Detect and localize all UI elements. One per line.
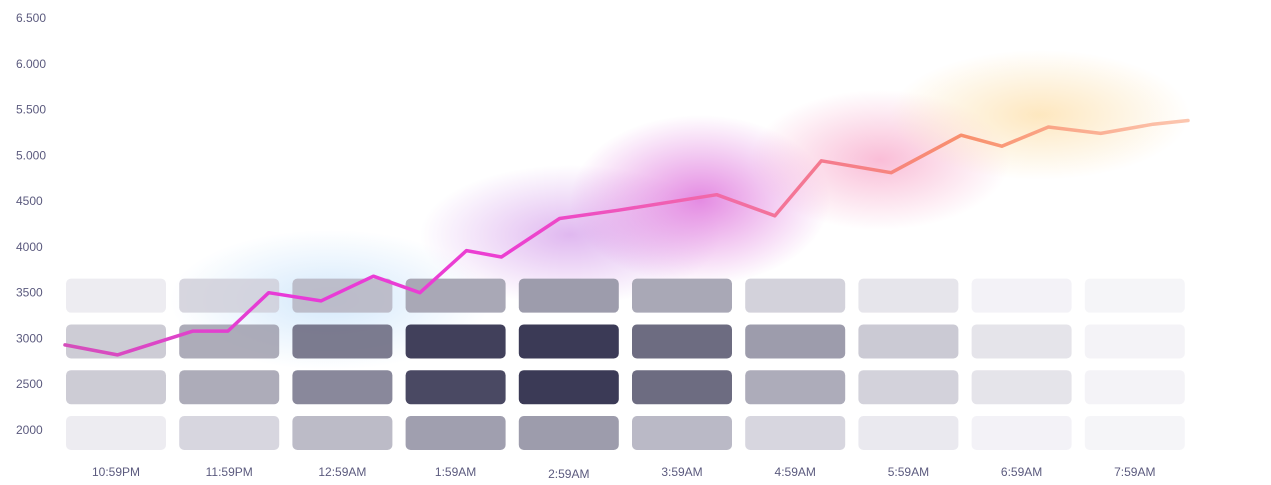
y-tick-label: 6.500: [16, 11, 46, 25]
heatmap-cell: [971, 370, 1072, 405]
x-tick-label: 2:59AM: [548, 467, 589, 481]
y-tick-label: 6.000: [16, 57, 46, 71]
heatmap-cell: [292, 324, 393, 359]
heatmap-cell: [971, 324, 1072, 359]
heatmap-cell: [858, 278, 959, 313]
heatmap-cell: [179, 324, 280, 359]
y-tick-label: 3500: [16, 286, 43, 300]
heatmap-cell: [518, 370, 619, 405]
x-tick-label: 3:59AM: [661, 465, 702, 479]
x-tick-label: 7:59AM: [1114, 465, 1155, 479]
heatmap-cell: [971, 416, 1072, 450]
heatmap-cell: [405, 324, 506, 359]
heatmap-cell: [632, 370, 732, 405]
heatmap-cell: [1084, 370, 1185, 405]
heatmap-cell: [292, 370, 393, 405]
heatmap-cells: [66, 278, 1185, 450]
heatmap-cell: [405, 278, 506, 313]
heatmap-cell: [518, 324, 619, 359]
heatmap-cell: [179, 370, 280, 405]
heatmap-cell: [292, 416, 393, 450]
heatmap-cell: [632, 278, 732, 313]
y-axis: 6.500 6.000 5.500 5.000 4500 4000 3500 3000 2500…: [16, 11, 46, 437]
x-tick-label: 10:59PM: [92, 465, 140, 479]
heatmap-cell: [1084, 278, 1185, 313]
x-tick-label: 5:59AM: [888, 465, 929, 479]
y-tick-label: 4500: [16, 194, 43, 208]
heatmap-cell: [66, 416, 166, 450]
heatmap-cell: [745, 324, 846, 359]
heatmap-cell: [518, 278, 619, 313]
series-line: [63, 118, 1190, 357]
heatmap-cell: [858, 324, 959, 359]
heatmap-cell: [745, 278, 846, 313]
heatmap-cell: [632, 324, 732, 359]
x-tick-label: 1:59AM: [435, 465, 476, 479]
heatmap-cell: [179, 416, 280, 450]
glow-orange: [890, 50, 1190, 180]
heatmap-cell: [66, 370, 166, 405]
y-tick-label: 4000: [16, 240, 43, 254]
heatmap-cell: [518, 416, 619, 450]
y-tick-label: 5.500: [16, 103, 46, 117]
heatmap-cell: [1084, 324, 1185, 359]
heatmap-cell: [405, 416, 506, 450]
y-tick-label: 3000: [16, 331, 43, 345]
heatmap-cell: [405, 370, 506, 405]
y-tick-label: 5.000: [16, 148, 46, 162]
x-tick-label: 6:59AM: [1001, 465, 1042, 479]
x-tick-label: 4:59AM: [775, 465, 816, 479]
heatmap-cell: [66, 278, 166, 313]
heatmap-cell: [292, 278, 393, 313]
heatmap-cell: [971, 278, 1072, 313]
heatmap-cell: [858, 370, 959, 405]
x-tick-label: 11:59PM: [206, 465, 253, 479]
x-tick-label: 12:59AM: [318, 465, 366, 479]
heatmap-cell: [745, 416, 846, 450]
y-tick-label: 2500: [16, 377, 43, 391]
x-axis: 10:59PM 11:59PM 12:59AM 1:59AM 2:59AM 3:59AM 4…: [92, 465, 1155, 481]
heatmap-cell: [745, 370, 846, 405]
heatmap-cell: [1084, 416, 1185, 450]
heatmap-cell: [858, 416, 959, 450]
y-tick-label: 2000: [16, 423, 43, 437]
heatmap-cell: [632, 416, 732, 450]
